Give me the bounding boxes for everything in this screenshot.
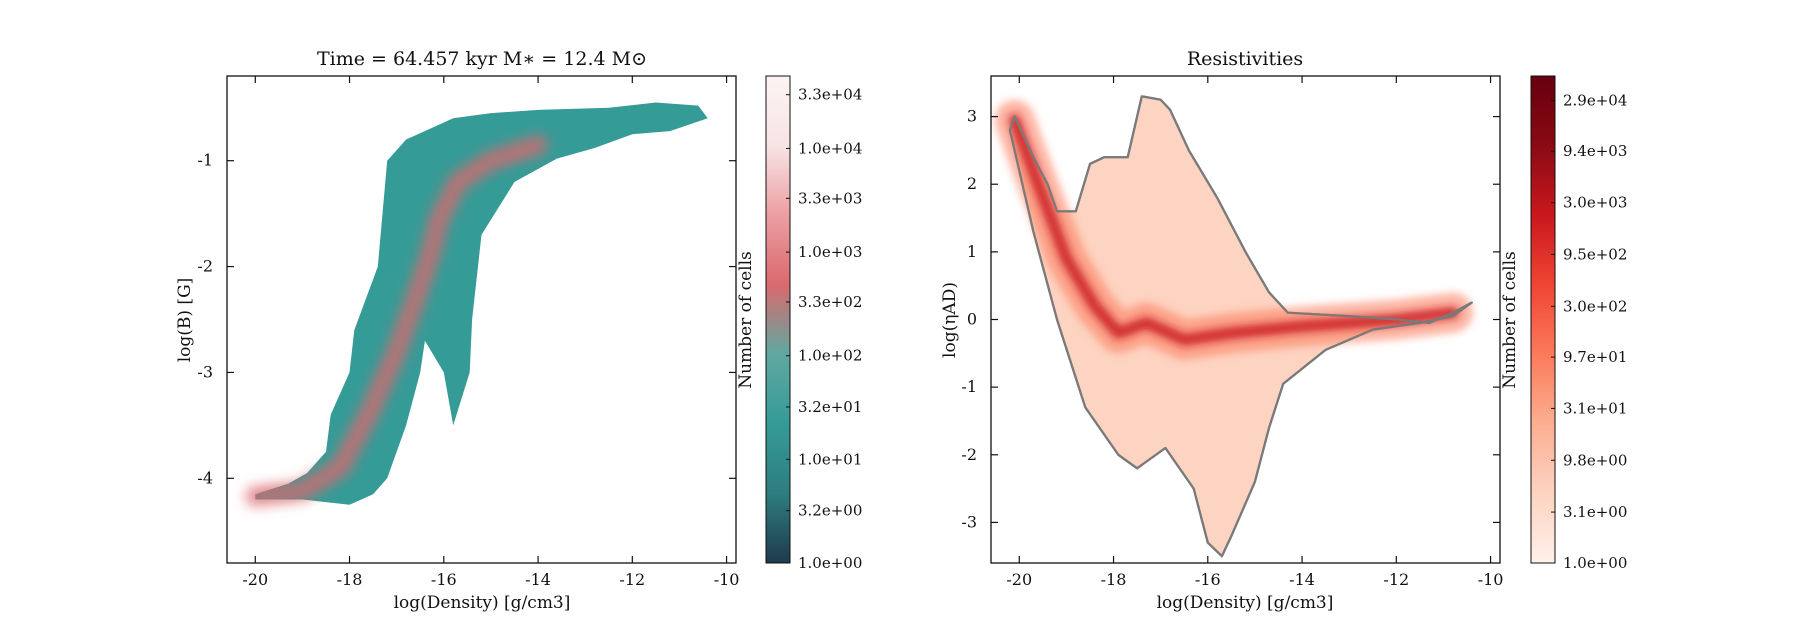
right-panel: Resistivities -20 -18 -16 -14 -12 -10 -3-2-10… [940, 48, 1627, 613]
left-x-axis-label: log(Density) [g/cm3] [394, 593, 571, 613]
colorbar-tick-label: 9.7e+01 [1563, 348, 1627, 366]
colorbar-tick-label: 3.2e+01 [798, 398, 862, 416]
colorbar-tick-label: 1.0e+02 [798, 347, 862, 365]
x-tick-label: -18 [337, 570, 363, 589]
left-chart-title: Time = 64.457 kyr M∗ = 12.4 M⊙ [317, 48, 647, 70]
colorbar-tick-label: 1.0e+00 [798, 554, 862, 572]
y-tick-label: -4 [197, 468, 213, 487]
y-tick-label: -1 [961, 377, 977, 396]
left-colorbar-ticks: 1.0e+00 3.2e+00 1.0e+01 3.2e+01 1.0e+02 3.3e+… [786, 86, 862, 572]
left-colorbar-gradient [765, 75, 791, 564]
left-x-ticks: -20 -18 -16 -14 -12 -10 [242, 76, 739, 589]
colorbar-tick-label: 1.0e+03 [798, 243, 862, 261]
right-colorbar-ticks: 1.0e+00 3.1e+00 9.8e+00 3.1e+01 9.7e+01 3.0e+… [1551, 92, 1627, 572]
y-tick-label: 1 [967, 242, 977, 261]
x-tick-label: -12 [1383, 570, 1409, 589]
right-x-ticks: -20 -18 -16 -14 -12 -10 [1006, 76, 1503, 589]
colorbar-tick-label: 3.3e+03 [798, 189, 862, 207]
x-tick-label: -16 [431, 570, 457, 589]
density-ridge [251, 141, 542, 500]
left-colorbar-label: Number of cells [736, 251, 756, 389]
colorbar-tick-label: 9.4e+03 [1563, 142, 1627, 160]
colorbar-tick-label: 1.0e+01 [798, 450, 862, 468]
colorbar-tick-label: 3.3e+04 [798, 86, 862, 104]
left-y-axis-label: log(B) [G] [175, 278, 195, 363]
colorbar-tick-label: 9.8e+00 [1563, 451, 1627, 469]
x-tick-label: -10 [1478, 570, 1504, 589]
x-tick-label: -12 [619, 570, 645, 589]
x-tick-label: -16 [1195, 570, 1221, 589]
left-panel: Time = 64.457 kyr M∗ = 12.4 M⊙ -20 -18 -16… [175, 48, 862, 613]
x-tick-label: -14 [1289, 570, 1315, 589]
x-tick-label: -18 [1101, 570, 1127, 589]
y-tick-label: 0 [967, 310, 977, 329]
x-tick-label: -10 [714, 570, 740, 589]
colorbar-tick-label: 3.3e+02 [798, 293, 862, 311]
left-colorbar: 1.0e+00 3.2e+00 1.0e+01 3.2e+01 1.0e+02 3.3e+… [736, 75, 862, 572]
y-tick-label: -3 [197, 362, 213, 381]
y-tick-label: -3 [961, 512, 977, 531]
y-tick-label: -2 [197, 257, 213, 276]
left-plot-area [244, 102, 708, 508]
contour-outline [1008, 95, 1473, 558]
y-tick-label: 2 [967, 174, 977, 193]
right-colorbar-label: Number of cells [1500, 251, 1520, 389]
colorbar-tick-label: 3.2e+00 [798, 502, 862, 520]
left-y-ticks: -4 -3 -2 -1 [197, 151, 736, 487]
right-y-axis-label: log(ηAD) [940, 282, 960, 358]
colorbar-tick-label: 1.0e+00 [1563, 554, 1627, 572]
right-colorbar: 1.0e+00 3.1e+00 9.8e+00 3.1e+01 9.7e+01 3.0e+… [1500, 75, 1627, 572]
density-ridge [1008, 114, 1459, 346]
colorbar-tick-label: 3.0e+02 [1563, 297, 1627, 315]
colorbar-tick-label: 9.5e+02 [1563, 245, 1627, 263]
colorbar-tick-label: 3.1e+01 [1563, 399, 1627, 417]
colorbar-tick-label: 1.0e+04 [798, 139, 862, 157]
y-tick-label: 3 [967, 107, 977, 126]
right-x-axis-label: log(Density) [g/cm3] [1157, 593, 1334, 613]
x-tick-label: -20 [242, 570, 268, 589]
right-colorbar-gradient [1530, 75, 1556, 564]
left-axes-frame [226, 75, 737, 564]
right-y-ticks: -3 -2 -1 0 1 2 3 [961, 107, 1500, 531]
y-tick-label: -1 [197, 151, 213, 170]
colorbar-tick-label: 2.9e+04 [1563, 92, 1627, 110]
right-chart-title: Resistivities [1187, 48, 1303, 70]
x-tick-label: -20 [1006, 570, 1032, 589]
right-plot-area [994, 95, 1473, 558]
y-tick-label: -2 [961, 445, 977, 464]
colorbar-tick-label: 3.1e+00 [1563, 503, 1627, 521]
colorbar-tick-label: 3.0e+03 [1563, 194, 1627, 212]
x-tick-label: -14 [525, 570, 551, 589]
